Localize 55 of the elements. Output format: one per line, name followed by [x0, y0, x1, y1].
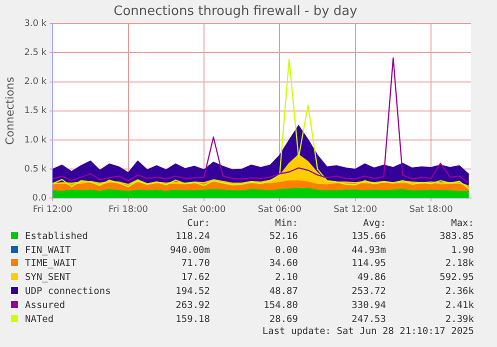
legend-label: Assured — [24, 298, 66, 313]
text: 71.70 — [180, 257, 211, 272]
text: Avg: — [362, 218, 387, 230]
text: 194.52 — [174, 284, 211, 299]
text: Max: — [450, 218, 475, 230]
text: Min: — [274, 218, 299, 230]
text: 1.90 — [450, 244, 475, 258]
text: 247.53 — [350, 312, 387, 326]
text: 52.16 — [268, 230, 299, 244]
text: 253.72 — [350, 284, 387, 299]
text: 2.41k — [444, 298, 475, 313]
text: 2.39k — [444, 312, 475, 326]
y-axis-title: Connections — [3, 76, 16, 145]
text: 383.85 — [438, 230, 475, 244]
legend-label: TIME_WAIT — [24, 257, 78, 272]
y-tick-label: 1.0 k — [24, 135, 48, 146]
text: 263.92 — [174, 298, 211, 313]
text: 118.24 — [174, 230, 211, 244]
text: 44.93m — [350, 244, 387, 258]
text: 34.60 — [268, 257, 299, 272]
chart-title: Connections through firewall - by day — [114, 4, 358, 20]
text: 48.87 — [268, 284, 299, 299]
text: Last update: Sat Jun 28 21:10:17 2025 — [261, 326, 475, 338]
y-tick-label: 3.0 k — [24, 18, 48, 29]
x-tick-label: Sat 00:00 — [182, 204, 226, 215]
text: 2.18k — [444, 257, 475, 272]
legend-label: UDP connections — [24, 284, 112, 299]
y-tick-label: 0.0 — [32, 194, 47, 204]
x-tick-label: Fri 18:00 — [108, 204, 148, 215]
y-tick-label: 1.5 k — [24, 106, 48, 116]
x-tick-label: Sat 06:00 — [258, 204, 302, 215]
legend-label: FIN_WAIT — [24, 244, 72, 258]
y-tick-label: 2.0 k — [24, 77, 48, 88]
text: 135.66 — [350, 230, 387, 244]
text: Cur: — [186, 218, 211, 230]
x-tick-label: Sat 18:00 — [409, 204, 454, 215]
text: 159.18 — [174, 312, 211, 326]
text: 28.69 — [268, 312, 299, 326]
text: 49.86 — [356, 271, 387, 285]
y-tick-label: 0.5 k — [24, 164, 48, 174]
text: 2.36k — [444, 284, 475, 299]
text: 154.80 — [262, 298, 299, 313]
text: 2.10 — [274, 271, 299, 285]
text: 330.94 — [350, 298, 387, 313]
legend-label: SYN_SENT — [24, 271, 72, 285]
y-tick-label: 2.5 k — [24, 48, 48, 58]
legend-label: Established — [24, 230, 89, 244]
legend-label: NATed — [24, 312, 55, 326]
text: 114.95 — [350, 257, 387, 272]
x-tick-label: Fri 12:00 — [32, 204, 73, 215]
text: 0.00 — [274, 244, 299, 258]
text: 940.00m — [168, 244, 211, 258]
text: 17.62 — [180, 271, 211, 285]
x-tick-label: Sat 12:00 — [334, 204, 378, 215]
text: 592.95 — [438, 271, 475, 285]
